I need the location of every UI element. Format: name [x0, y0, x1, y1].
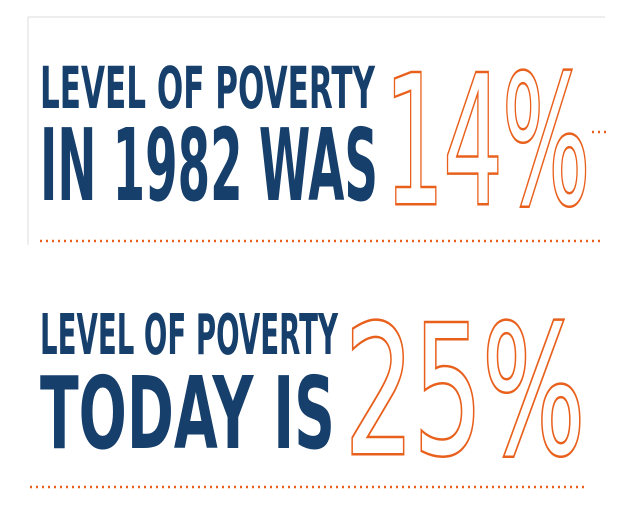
big-figure: 25% — [345, 288, 585, 495]
headline-line1: LEVEL OF POVERTY — [40, 303, 339, 368]
headline-line2: TODAY IS — [40, 355, 335, 472]
headline-line2: IN 1982 WAS — [40, 107, 378, 224]
headline-line1: LEVEL OF POVERTY — [40, 54, 376, 122]
big-figure: 14% — [385, 38, 590, 245]
